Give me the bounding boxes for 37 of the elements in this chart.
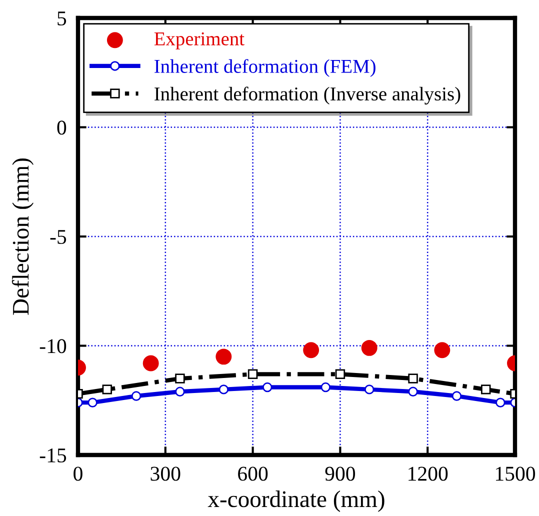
point [175,386,185,396]
point [131,391,142,401]
point [408,374,418,384]
point [248,369,258,380]
point [88,398,98,408]
point [218,384,229,394]
point [320,382,330,392]
y-tick-label: 0 [57,120,66,135]
point [262,382,272,392]
legend-label: Inherent deformation (Inverse analysis) [154,86,460,105]
point [303,342,320,358]
x-tick-label: 300 [150,466,180,481]
point [496,398,506,408]
point [102,384,112,394]
point [361,340,378,356]
point [175,374,185,384]
point [142,355,159,372]
x-tick-label: 1500 [496,466,536,481]
point [452,391,462,401]
point [335,369,346,380]
x-axis-title: x-coordinate (mm) [208,490,384,512]
point [364,384,374,394]
x-tick-label: 0 [74,466,82,481]
y-tick-label: -10 [40,339,66,354]
y-tick-label: 5 [58,12,66,26]
y-tick-label: -15 [40,448,66,462]
legend-label: Inherent deformation (FEM) [154,59,376,77]
x-tick-label: 600 [238,466,268,481]
point [216,348,232,365]
y-axis-title: Deflection (mm) [12,158,34,315]
y-tick-label: -5 [50,230,66,244]
x-tick-label: 1200 [408,466,448,481]
point [481,384,491,394]
point [434,342,450,358]
x-tick-label: 900 [325,466,356,481]
legend-label: Experiment [154,32,244,50]
point [408,386,418,396]
